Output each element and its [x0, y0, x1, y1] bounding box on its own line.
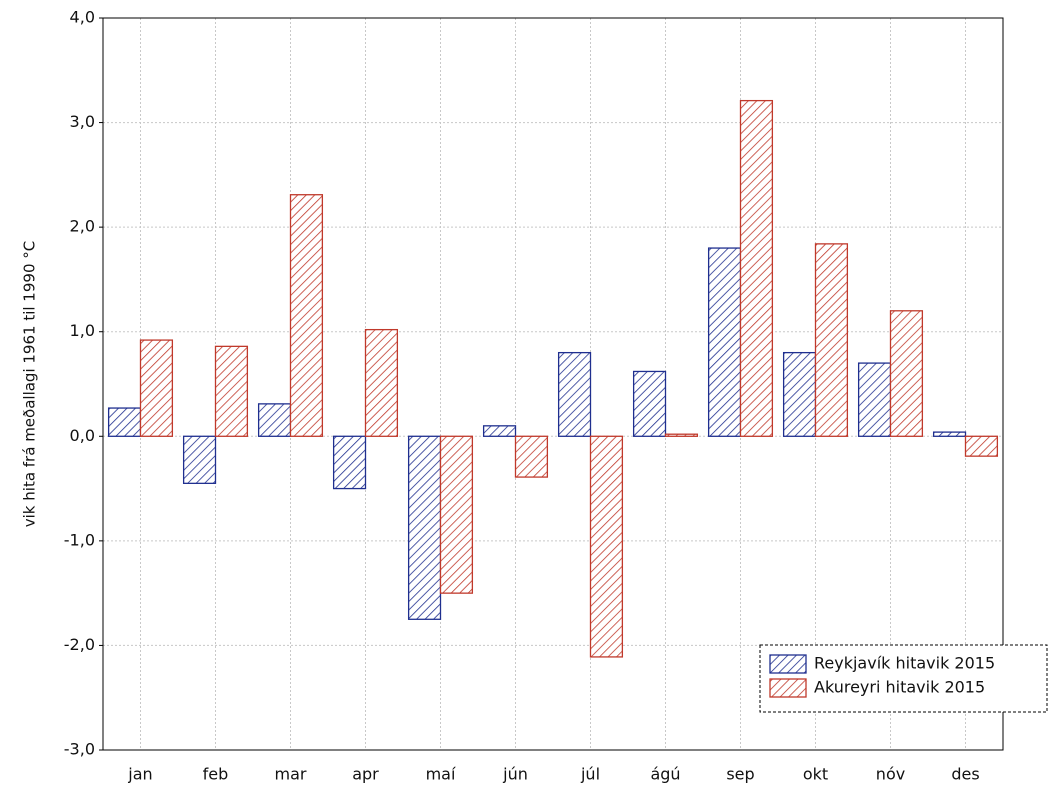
legend-swatch [769, 678, 807, 698]
bar [589, 435, 624, 658]
legend-swatch [769, 654, 807, 674]
bar [782, 351, 817, 437]
bar [814, 243, 849, 437]
bar [289, 194, 324, 437]
y-tick-label: -2,0 [64, 635, 95, 654]
x-tick-label: nóv [876, 765, 905, 784]
bar [407, 435, 442, 620]
x-tick-label: okt [803, 765, 828, 784]
plot-frame [102, 17, 1004, 751]
y-tick-label: -1,0 [64, 530, 95, 549]
bar [514, 435, 549, 478]
bar [889, 310, 924, 437]
legend-label: Reykjavík hitavik 2015 [814, 654, 995, 673]
x-tick-label: ágú [650, 765, 680, 784]
legend-box [759, 644, 1048, 713]
bar [857, 362, 892, 437]
x-tick-label: apr [352, 765, 379, 784]
legend-label: Akureyri hitavik 2015 [814, 678, 985, 697]
bar [364, 328, 399, 437]
bar [482, 425, 517, 437]
y-axis-label: vik hita frá meðallagi 1961 til 1990 °C [21, 241, 39, 527]
y-tick-label: 3,0 [70, 112, 95, 131]
bar [332, 435, 367, 490]
y-tick-label: 1,0 [70, 321, 95, 340]
x-tick-label: jún [502, 765, 528, 784]
bar [932, 431, 967, 437]
bar [964, 435, 999, 457]
bar [664, 433, 699, 437]
y-tick-label: 0,0 [70, 426, 95, 445]
bar [182, 435, 217, 484]
y-tick-label: 4,0 [70, 8, 95, 27]
x-tick-label: mar [275, 765, 307, 784]
bar [739, 99, 774, 437]
y-tick-label: 2,0 [70, 217, 95, 236]
x-tick-label: feb [203, 765, 229, 784]
x-tick-label: sep [726, 765, 754, 784]
bar [139, 339, 174, 437]
y-tick-label: -3,0 [64, 740, 95, 759]
x-tick-label: jan [127, 765, 152, 784]
bar [439, 435, 474, 594]
x-tick-label: des [951, 765, 979, 784]
bar [257, 403, 292, 437]
bar [214, 345, 249, 437]
x-tick-label: maí [426, 765, 456, 784]
bar [557, 351, 592, 437]
bar [707, 247, 742, 437]
x-tick-label: júl [580, 765, 600, 784]
bar [632, 370, 667, 437]
bar [107, 407, 142, 437]
